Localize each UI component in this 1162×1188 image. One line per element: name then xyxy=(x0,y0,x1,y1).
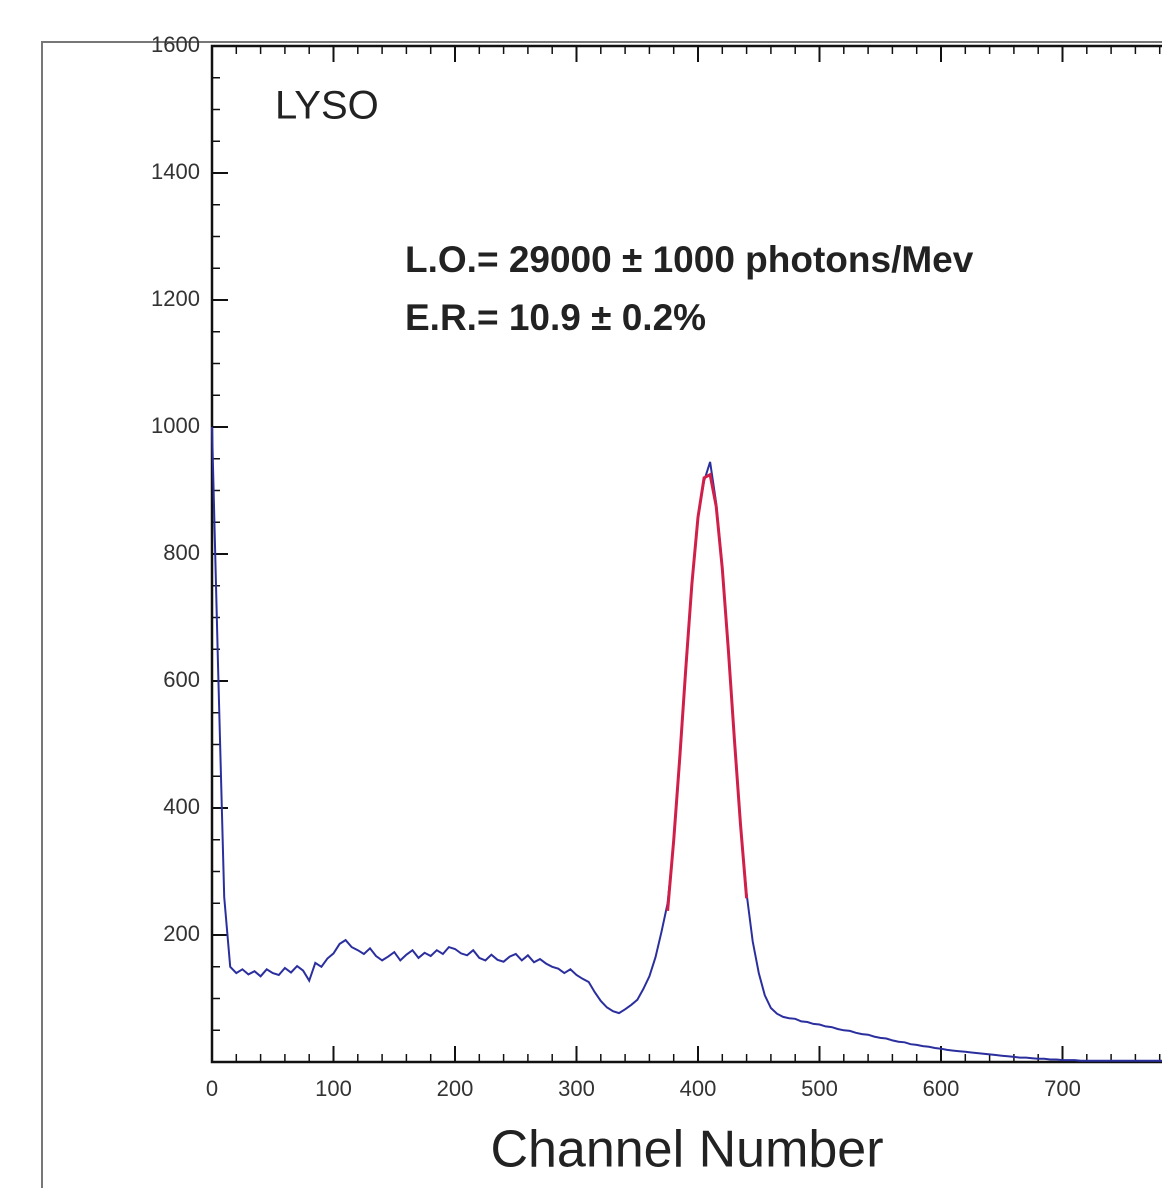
y-tick-label: 1600 xyxy=(151,32,200,57)
x-tick-label: 300 xyxy=(558,1076,595,1101)
x-tick-label: 500 xyxy=(801,1076,838,1101)
y-tick-label: 1400 xyxy=(151,159,200,184)
x-tick-label: 100 xyxy=(315,1076,352,1101)
y-tick-label: 200 xyxy=(163,921,200,946)
plot-frame xyxy=(210,44,1162,1064)
outer-frame xyxy=(41,41,1162,1188)
annotation: L.O.= 29000 ± 1000 photons/Mev xyxy=(405,239,974,280)
x-axis-label: Channel Number xyxy=(490,1121,883,1179)
x-tick-label: 700 xyxy=(1044,1076,1081,1101)
data-line xyxy=(211,426,1162,1062)
y-tick-label: 1200 xyxy=(151,286,200,311)
annotation: LYSO xyxy=(275,84,379,128)
data-line xyxy=(666,472,749,912)
x-tick-label: 600 xyxy=(923,1076,960,1101)
y-tick-label: 800 xyxy=(163,540,200,565)
x-tick-label: 400 xyxy=(680,1076,717,1101)
y-tick-label: 400 xyxy=(163,794,200,819)
y-tick-label: 600 xyxy=(163,667,200,692)
annotation: E.R.= 10.9 ± 0.2% xyxy=(405,297,706,338)
x-tick-label: 200 xyxy=(437,1076,474,1101)
x-tick-label: 0 xyxy=(206,1076,218,1101)
y-tick-label: 1000 xyxy=(151,413,200,438)
